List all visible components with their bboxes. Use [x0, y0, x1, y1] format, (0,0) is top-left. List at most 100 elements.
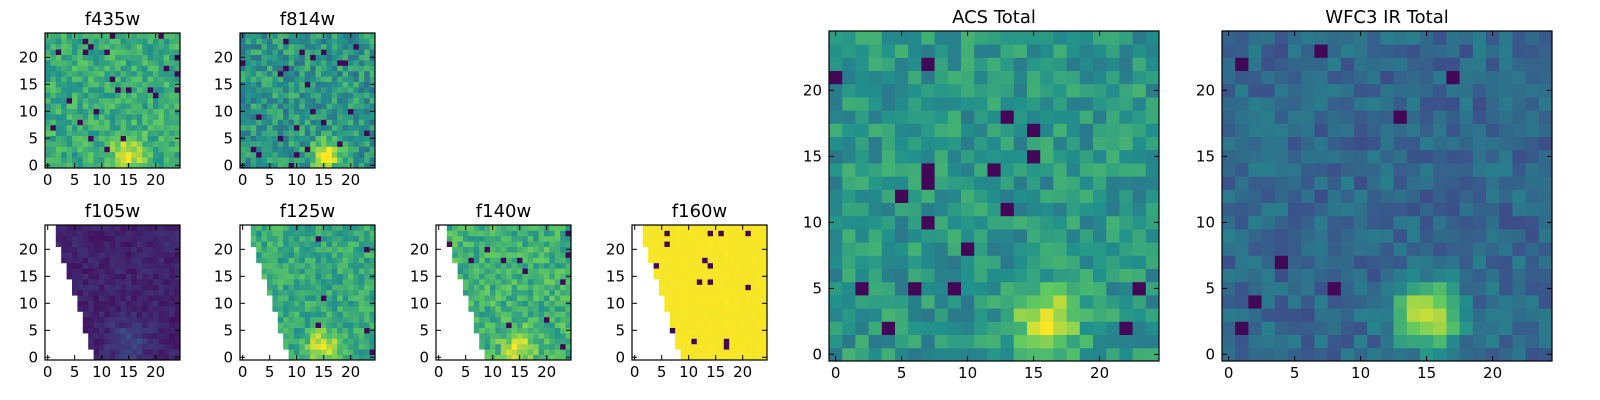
heatmap-cell [1486, 281, 1500, 296]
heatmap-cell [283, 295, 289, 301]
heatmap-cell [756, 354, 762, 361]
heatmap-cell [304, 279, 311, 285]
heatmap-cell [88, 70, 94, 77]
heatmap-cell [369, 33, 376, 39]
heatmap-cell [1446, 31, 1460, 45]
heatmap-cell [342, 284, 349, 291]
heatmap-cell [136, 43, 143, 50]
heatmap-cell [750, 262, 757, 269]
heatmap-cell [77, 306, 84, 312]
heatmap-cell [895, 229, 909, 243]
heatmap-cell [126, 327, 132, 334]
heatmap-cell [277, 87, 284, 93]
heatmap-cell [468, 235, 475, 242]
heatmap-cell [895, 97, 909, 111]
heatmap-cell [142, 268, 148, 274]
heatmap-cell [675, 289, 681, 296]
heatmap-cell [267, 146, 273, 153]
heatmap-cell [974, 31, 988, 45]
heatmap-cell [61, 252, 67, 258]
heatmap-cell [1512, 70, 1526, 85]
panel-title: f160w [672, 201, 727, 222]
heatmap-cell [364, 151, 370, 158]
heatmap-cell [104, 252, 111, 258]
heatmap-cell [1079, 281, 1094, 296]
heatmap-cell [93, 354, 100, 361]
heatmap-cell [473, 235, 480, 242]
y-tick-label: 15 [19, 267, 38, 285]
heatmap-cell [745, 262, 752, 269]
heatmap-cell [321, 76, 327, 82]
heatmap-cell [734, 273, 741, 280]
heatmap-cell [1380, 57, 1394, 71]
heatmap-cell [517, 252, 523, 258]
heatmap-cell [240, 38, 246, 45]
heatmap-cell [61, 151, 67, 158]
heatmap-cell [1066, 334, 1081, 349]
heatmap-cell [277, 262, 284, 269]
heatmap-cell [142, 295, 148, 301]
heatmap-cell [554, 333, 561, 339]
heatmap-cell [294, 76, 300, 82]
heatmap-cell [72, 279, 78, 285]
heatmap-cell [1525, 347, 1540, 362]
heatmap-cell [1367, 44, 1381, 58]
heatmap-cell [304, 284, 311, 291]
heatmap-cell [369, 76, 376, 82]
heatmap-cell [554, 327, 561, 334]
heatmap-cell [342, 273, 349, 280]
heatmap-cell [61, 54, 67, 61]
heatmap-cell [740, 246, 746, 253]
heatmap-cell [452, 246, 458, 253]
heatmap-cell [321, 230, 327, 237]
heatmap-cell [136, 54, 143, 61]
heatmap-cell [868, 215, 883, 230]
heatmap-cell [961, 334, 975, 349]
heatmap-cell [1406, 110, 1421, 124]
heatmap-cell [61, 81, 67, 88]
heatmap-cell [740, 230, 746, 237]
heatmap-cell [511, 311, 518, 318]
heatmap-cell [1472, 308, 1487, 322]
heatmap-cell [310, 225, 316, 231]
heatmap-cell [93, 114, 100, 120]
heatmap-cell [299, 97, 306, 104]
heatmap-cell [1538, 97, 1553, 111]
heatmap-cell [72, 273, 78, 280]
heatmap-cell [331, 70, 338, 77]
heatmap-cell [855, 123, 869, 137]
heatmap-cell [104, 60, 111, 66]
heatmap-cell [1393, 242, 1408, 256]
heatmap-cell [1222, 44, 1236, 58]
heatmap-cell [868, 295, 883, 309]
heatmap-cell [702, 333, 708, 339]
heatmap-cell [723, 246, 730, 253]
heatmap-cell [326, 279, 333, 285]
y-tick-label: 10 [606, 294, 625, 312]
heatmap-cell [369, 338, 376, 345]
heatmap-cell [533, 295, 539, 301]
heatmap-cell [337, 273, 343, 280]
heatmap-cell [686, 295, 692, 301]
heatmap-cell [723, 338, 730, 345]
x-tick-label: 0 [831, 364, 841, 382]
heatmap-cell [348, 49, 354, 55]
heatmap-cell [358, 92, 365, 99]
heatmap-cell [554, 306, 561, 312]
heatmap-cell [1027, 136, 1041, 151]
heatmap-cell [245, 97, 252, 104]
heatmap-cell [1354, 242, 1368, 256]
heatmap-cell [88, 343, 94, 350]
heatmap-cell [120, 262, 127, 269]
heatmap-cell [120, 70, 127, 77]
heatmap-cell [342, 300, 349, 307]
heatmap-cell [1486, 321, 1500, 335]
heatmap-cell [299, 33, 306, 39]
heatmap-cell [109, 81, 116, 88]
heatmap-cell [707, 225, 714, 231]
heatmap-cell [533, 311, 539, 318]
heatmap-cell [142, 162, 148, 169]
heatmap-cell [829, 268, 843, 283]
heatmap-cell [142, 300, 148, 307]
